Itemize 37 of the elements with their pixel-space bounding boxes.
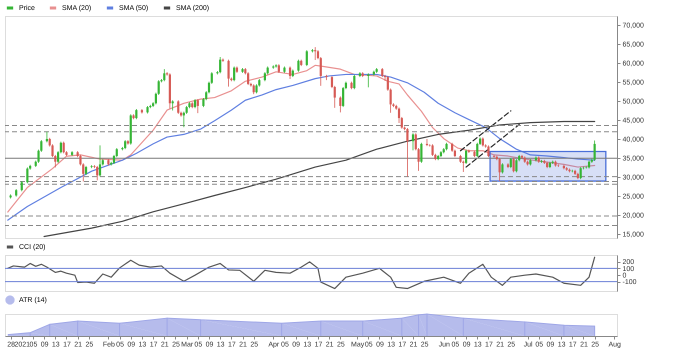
candlestick [20,180,23,192]
candlestick [367,72,370,88]
candlestick [464,149,468,164]
candlestick [501,162,504,174]
candlestick [163,68,166,82]
candlestick [172,100,174,111]
candlestick [252,84,255,95]
candlestick [594,140,596,162]
candlestick [381,68,384,78]
line-series [44,120,596,238]
candlestick [96,165,98,181]
candlestick [177,100,180,114]
candlestick [124,140,126,150]
candlestick [498,158,501,182]
candlestick [306,50,308,66]
candlestick [339,96,342,113]
candlestick [288,66,292,80]
candlestick [233,66,236,82]
candlestick [515,158,518,173]
candlestick [84,165,88,176]
candlestick [194,98,196,109]
line-series [7,256,596,290]
candlestick [135,108,138,120]
candlestick [26,167,28,184]
candlestick [219,56,222,74]
candlestick [353,74,356,90]
candlestick [406,128,409,177]
candlestick [314,46,316,60]
candlestick [482,137,484,147]
candlestick [196,98,199,114]
candlestick [431,144,434,156]
candlestick [580,166,582,180]
candlestick [62,141,65,154]
candlestick [98,145,102,177]
candlestick [510,158,512,169]
candlestick [512,158,515,173]
candlestick [487,145,490,158]
